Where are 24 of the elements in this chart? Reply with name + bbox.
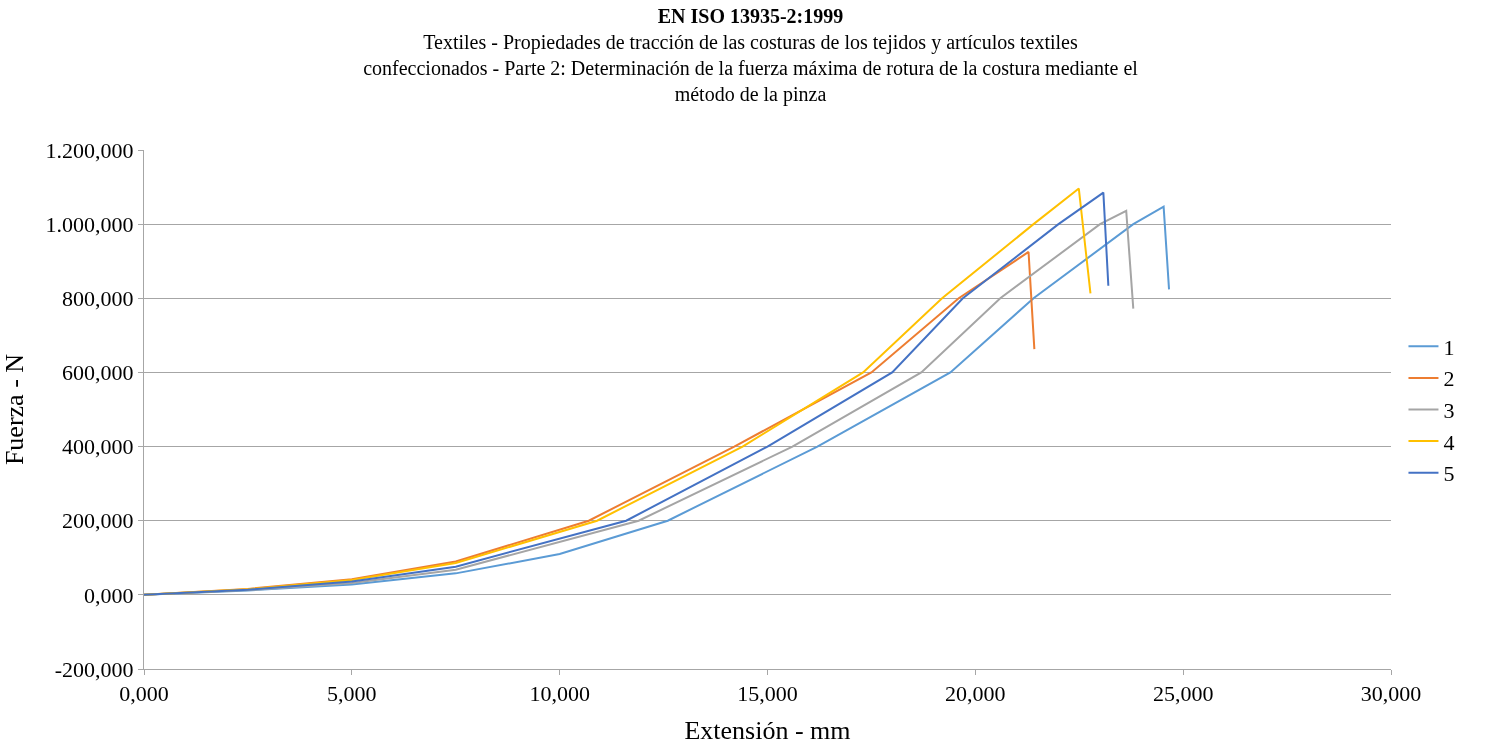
y-tick-label: 600,000 [62, 360, 134, 386]
x-tick-label: 10,000 [529, 681, 590, 707]
legend-label: 2 [1443, 366, 1455, 392]
y-tick-label: 800,000 [62, 285, 134, 311]
chart-title: EN ISO 13935-2:1999 [657, 4, 844, 27]
y-tick-label: 200,000 [62, 508, 134, 534]
x-tick-label: 15,000 [737, 681, 798, 707]
x-tick-label: 20,000 [945, 681, 1006, 707]
legend-label: 5 [1443, 461, 1455, 487]
y-tick-label: -200,000 [54, 656, 134, 682]
x-tick-label: 25,000 [1152, 681, 1214, 707]
chart-subtitle: Textiles - Propiedades de tracción de las costuras de los tejidos y artículos textiles confeccionados - Parte 2: Determinación de la fuerza máxima de rotura de la costura mediante el método de la pinza [363, 30, 1139, 106]
legend-label: 4 [1443, 429, 1455, 455]
y-tick-label: 400,000 [62, 434, 134, 460]
y-tick-label: 1.200,000 [45, 137, 134, 163]
x-tick-label: 0,000 [119, 681, 169, 707]
legend-label: 3 [1443, 398, 1455, 424]
y-axis-title: Fuerza - N [0, 353, 29, 466]
x-axis-title: Extensión - mm [684, 716, 851, 746]
y-tick-label: 1.000,000 [45, 211, 134, 237]
x-tick-label: 5,000 [327, 681, 377, 707]
x-tick-label: 30,000 [1360, 681, 1422, 707]
legend-label: 1 [1443, 334, 1455, 360]
y-tick-label: 0,000 [84, 582, 134, 608]
